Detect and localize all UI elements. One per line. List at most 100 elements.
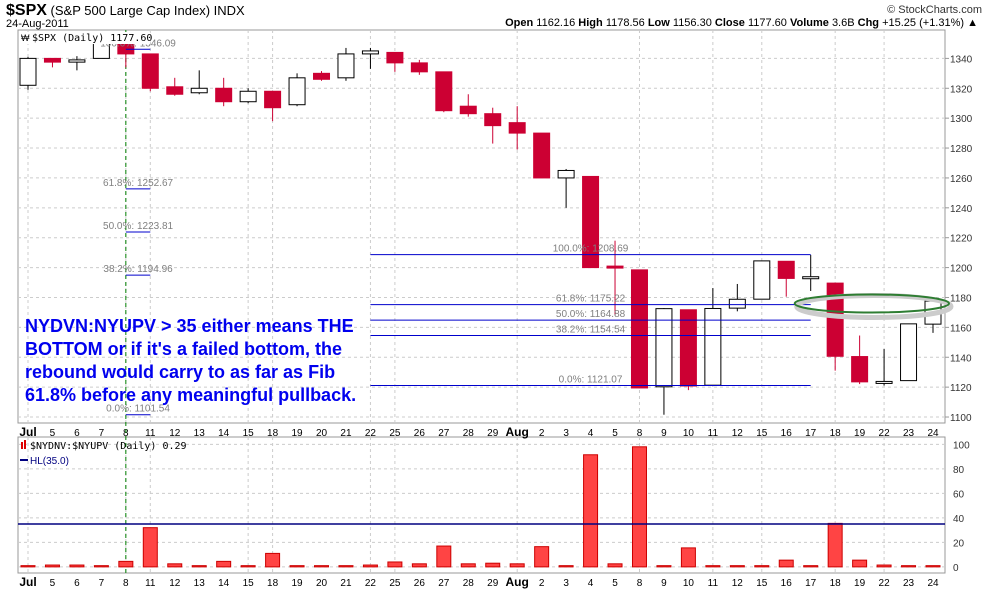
annotation-text: NYDVN:NYUPV > 35 either means THE BOTTOM … — [25, 316, 357, 405]
x-tick-label: 14 — [218, 428, 230, 439]
x-tick-label: Aug — [506, 425, 529, 439]
y-tick-label: 1100 — [950, 413, 972, 424]
candle-body — [68, 59, 86, 63]
x-tick-label: 5 — [612, 428, 618, 439]
x-tick-label: 11 — [145, 578, 156, 589]
candle-body — [900, 323, 918, 382]
x-tick-label: 10 — [683, 428, 695, 439]
x-tick-label: 22 — [365, 428, 377, 439]
indicator-bar — [142, 527, 158, 568]
x-tick-label: 11 — [145, 428, 156, 439]
candle-body — [508, 122, 526, 134]
candle-body — [190, 87, 208, 94]
x-tick-label: 19 — [854, 428, 866, 439]
x-tick-label: 18 — [267, 578, 279, 589]
x-tick-label: 9 — [661, 578, 667, 589]
candle-body — [582, 175, 600, 269]
indicator-bar — [607, 563, 623, 568]
indicator-bar — [852, 559, 868, 568]
indicator-bar — [827, 522, 843, 568]
candle-body — [239, 90, 257, 103]
x-tick-label: 15 — [243, 578, 255, 589]
candle-body — [337, 53, 355, 79]
highlight-ellipse — [793, 293, 951, 314]
candle-body — [728, 298, 746, 309]
quote-summary: Open 1162.16 High 1178.56 Low 1156.30 Cl… — [505, 17, 978, 29]
candle-body — [777, 260, 795, 279]
y-tick-label: 1260 — [950, 174, 973, 185]
bar-icon — [24, 440, 26, 449]
candle-body — [288, 77, 306, 106]
x-tick-label: 11 — [708, 428, 719, 439]
candle-body — [851, 356, 869, 383]
fib-level-label: 50.0%: 1223.81 — [103, 221, 173, 232]
candle-body — [753, 260, 771, 300]
indicator-bar — [387, 561, 403, 568]
y-tick-label: 1300 — [950, 114, 973, 125]
x-tick-label: 23 — [903, 428, 915, 439]
indicator-bar — [534, 546, 550, 568]
fib-level-label: 50.0%: 1164.88 — [556, 309, 626, 320]
x-tick-label: 7 — [99, 428, 105, 439]
indicator-tick-label: 40 — [953, 514, 965, 525]
x-tick-label: 18 — [830, 578, 842, 589]
fib-level-label: 38.2%: 1154.54 — [556, 325, 626, 336]
indicator-bar — [729, 565, 745, 568]
fib-level-label: 38.2%: 1194.96 — [103, 264, 173, 275]
x-tick-label: Jul — [19, 425, 36, 439]
indicator-bar — [778, 559, 794, 568]
legend-bg — [20, 32, 150, 44]
x-tick-label: 18 — [830, 428, 842, 439]
candle-body — [679, 309, 697, 387]
x-tick-label: 12 — [732, 428, 744, 439]
x-tick-label: 9 — [661, 428, 667, 439]
fib-level-label: 61.8%: 1175.22 — [556, 294, 626, 305]
indicator-bar — [705, 565, 721, 568]
indicator-panel — [17, 436, 946, 574]
candle-body — [386, 51, 404, 64]
indicator-bar — [93, 565, 109, 568]
candle-icon: ₩ — [21, 33, 30, 43]
indicator-bar — [460, 563, 476, 568]
x-tick-label: 26 — [414, 578, 426, 589]
x-tick-label: 21 — [340, 578, 352, 589]
y-tick-label: 1200 — [950, 264, 973, 275]
candle-body — [875, 380, 893, 384]
candle-body — [141, 53, 159, 89]
indicator-bar — [876, 564, 892, 568]
x-tick-label: 22 — [879, 428, 891, 439]
candle-body — [484, 113, 502, 127]
indicator-bar — [362, 564, 378, 568]
chart-title: $SPX (S&P 500 Large Cap Index) INDX — [6, 2, 245, 19]
indicator-bar — [69, 564, 85, 568]
bar-icon — [21, 442, 23, 449]
x-tick-label: Jul — [19, 575, 36, 589]
indicator-bar — [803, 565, 819, 568]
candle-body — [459, 105, 477, 115]
indicator-bar — [289, 565, 305, 568]
x-tick-label: 12 — [732, 578, 744, 589]
indicator-bar — [338, 565, 354, 568]
x-tick-label: 4 — [588, 428, 594, 439]
indicator-bar — [191, 565, 207, 568]
y-tick-label: 1340 — [950, 54, 973, 65]
indicator-bar — [901, 565, 917, 568]
y-tick-label: 1220 — [950, 234, 973, 245]
indicator-bar — [656, 565, 672, 568]
candle-body — [606, 265, 624, 269]
indicator-bar — [216, 560, 232, 568]
candle-body — [630, 269, 648, 389]
candle-body — [166, 86, 184, 95]
x-tick-label: 25 — [389, 428, 401, 439]
indicator-bar — [485, 562, 501, 568]
y-tick-label: 1180 — [950, 293, 972, 304]
indicator-tick-label: 100 — [953, 440, 970, 451]
y-tick-label: 1160 — [950, 323, 972, 334]
fib-level-label: 100.0%: 1208.69 — [553, 244, 629, 255]
x-tick-label: 27 — [438, 428, 450, 439]
x-tick-label: 7 — [99, 578, 105, 589]
x-tick-label: 19 — [854, 578, 866, 589]
y-tick-label: 1320 — [950, 84, 973, 95]
candle-body — [43, 57, 61, 63]
